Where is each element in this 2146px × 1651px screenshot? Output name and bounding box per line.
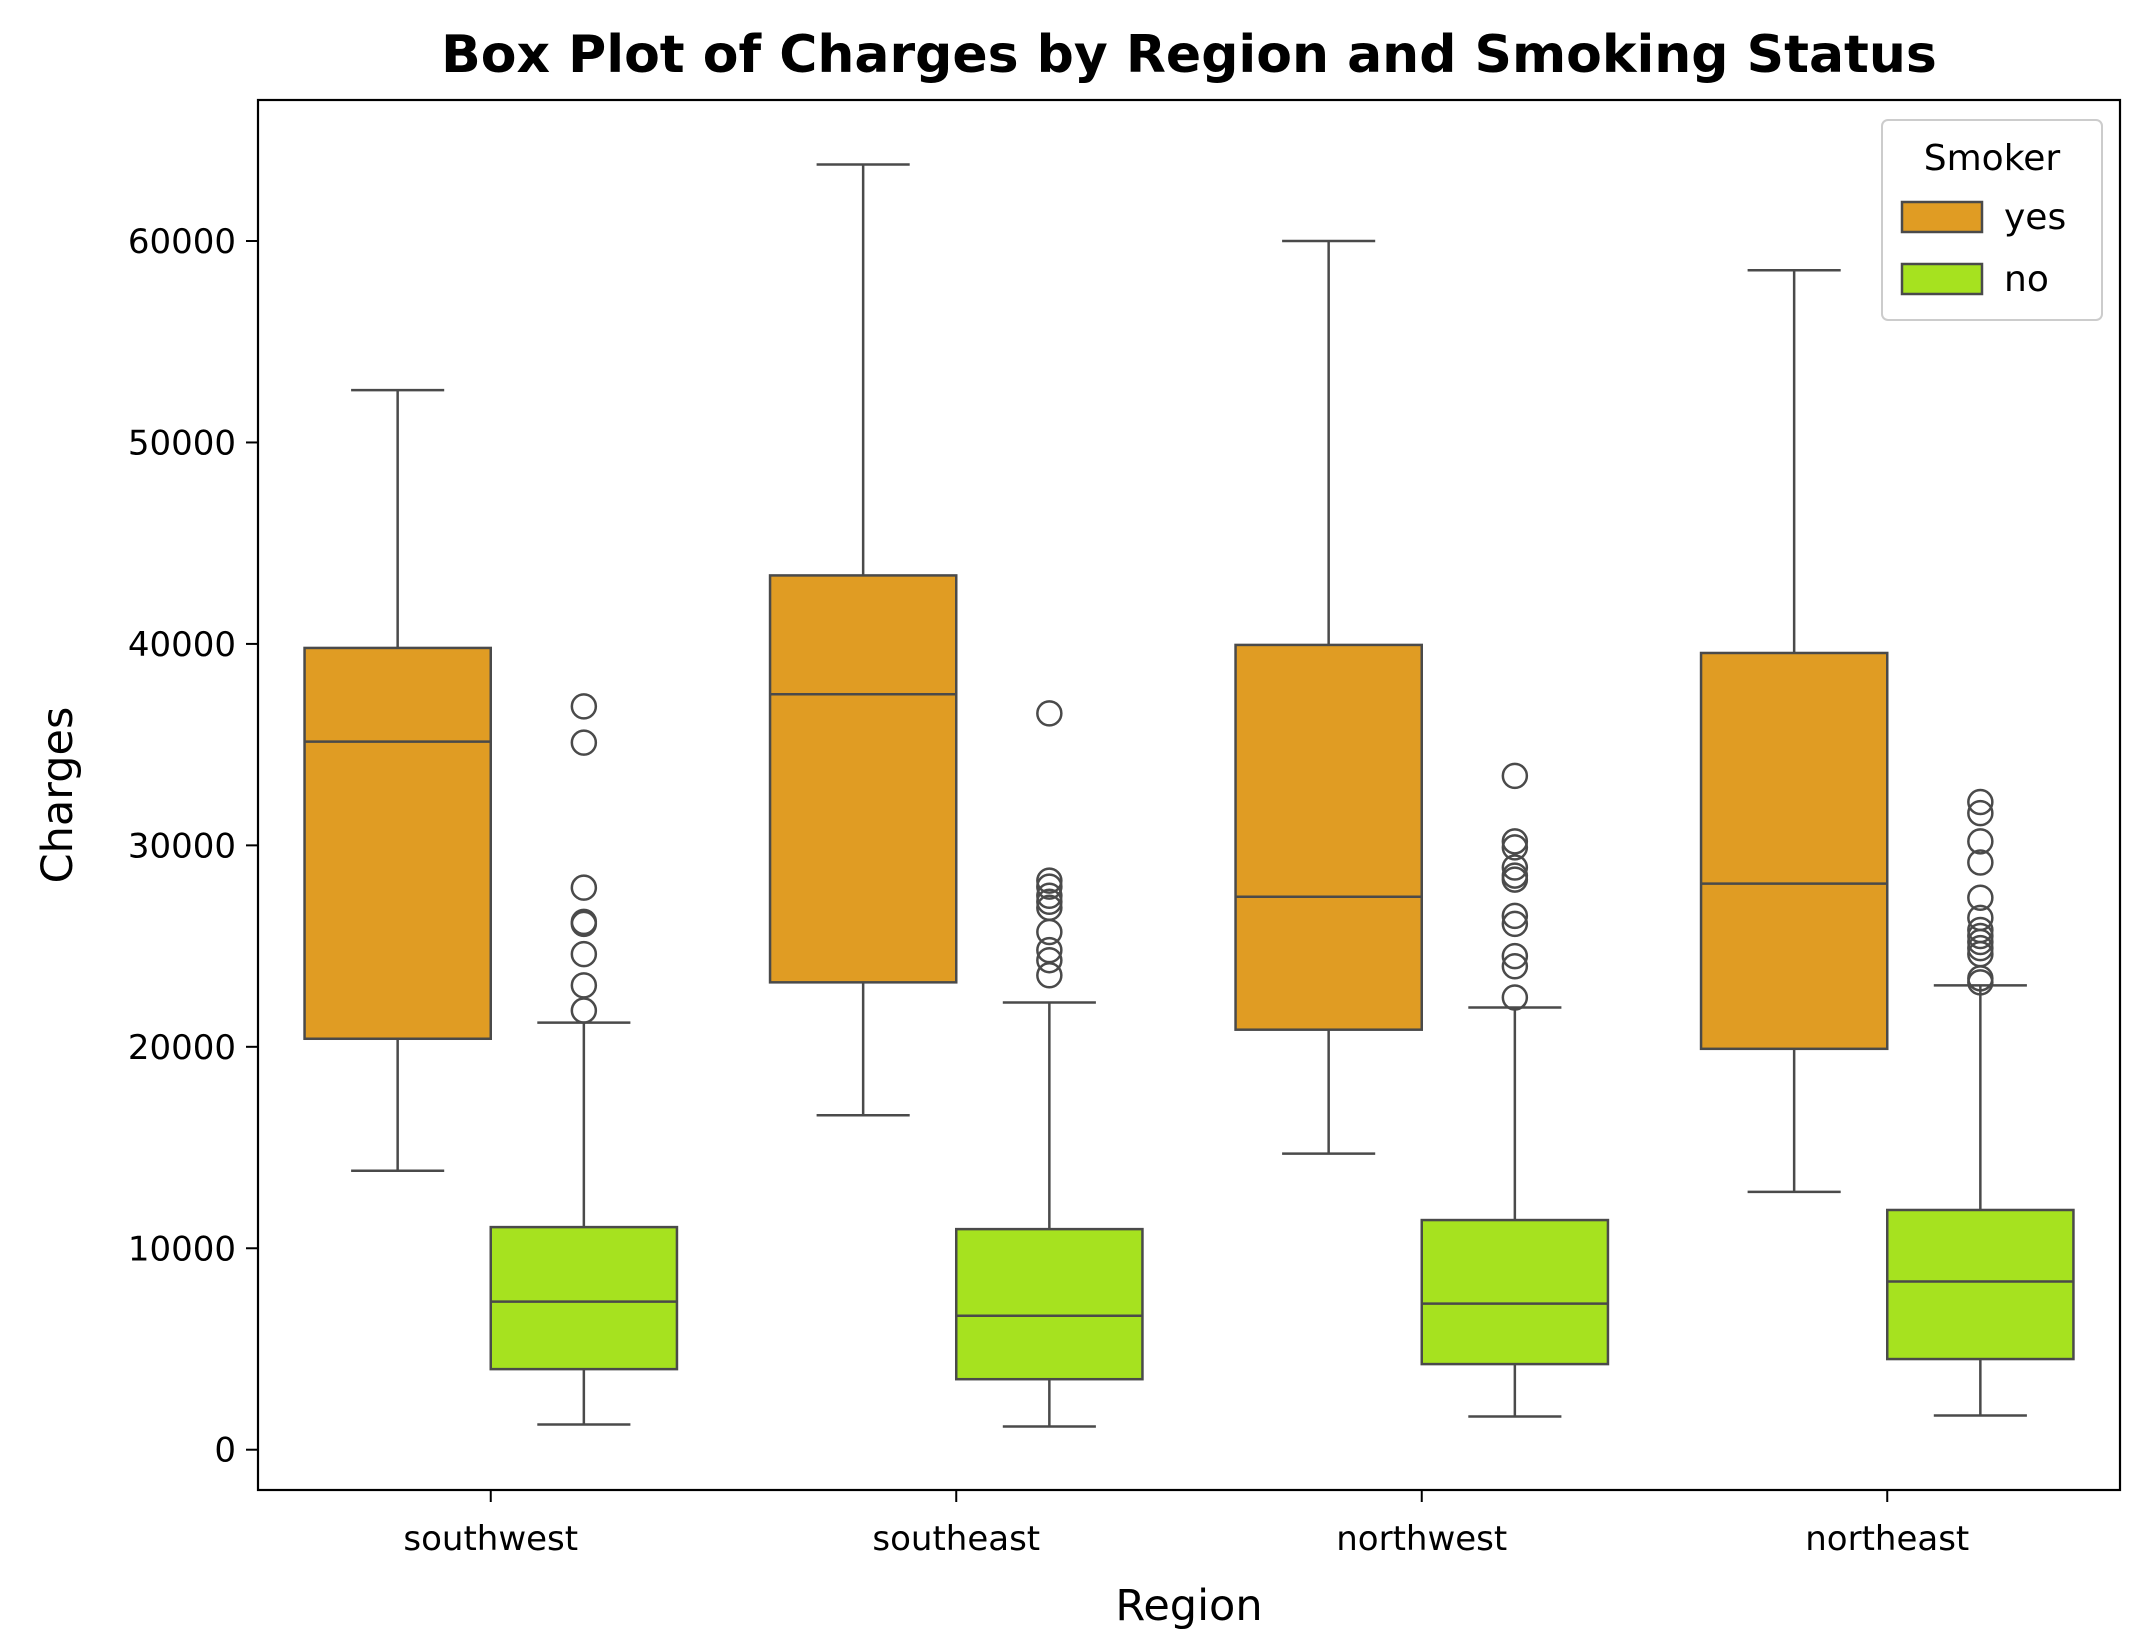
legend-swatch-yes bbox=[1900, 200, 1984, 234]
outlier-point bbox=[1036, 700, 1063, 727]
legend-label-no: no bbox=[2004, 259, 2049, 300]
legend-title: Smoker bbox=[1924, 138, 2061, 179]
box-yes-northeast bbox=[1699, 651, 1889, 1051]
outlier-point bbox=[1967, 828, 1994, 855]
outlier-point bbox=[1036, 873, 1063, 900]
outlier-point bbox=[1501, 902, 1529, 930]
y-tick-label: 40000 bbox=[128, 625, 236, 665]
box-yes-southwest bbox=[303, 646, 492, 1041]
x-tick-label: southwest bbox=[403, 1519, 578, 1559]
outlier-point bbox=[570, 972, 598, 999]
y-tick-label: 10000 bbox=[128, 1229, 236, 1269]
outlier-point bbox=[1967, 922, 1994, 950]
outlier-point bbox=[1501, 762, 1529, 790]
box-yes-southeast bbox=[768, 574, 958, 984]
outlier-point bbox=[570, 693, 598, 720]
outlier-point bbox=[1501, 942, 1529, 970]
outlier-point bbox=[1501, 834, 1529, 861]
legend-label-yes: yes bbox=[2004, 197, 2066, 238]
y-tick-label: 0 bbox=[214, 1431, 236, 1471]
outlier-point bbox=[1967, 849, 1994, 876]
chart-title: Box Plot of Charges by Region and Smokin… bbox=[441, 25, 1937, 85]
box-no-northeast bbox=[1886, 1208, 2075, 1361]
x-axis-title: Region bbox=[1115, 1581, 1262, 1631]
outlier-point bbox=[1967, 884, 1994, 911]
box-no-southeast bbox=[955, 1227, 1144, 1381]
outlier-point bbox=[1501, 828, 1529, 855]
y-tick-label: 20000 bbox=[128, 1028, 236, 1068]
outlier-point bbox=[570, 908, 598, 936]
outlier-point bbox=[1036, 882, 1063, 909]
outlier-point bbox=[1501, 854, 1529, 881]
outlier-point bbox=[570, 997, 598, 1024]
outlier-point bbox=[1967, 934, 1994, 962]
box-no-northwest bbox=[1420, 1218, 1610, 1366]
box-yes-northwest bbox=[1234, 643, 1424, 1031]
y-tick-label: 50000 bbox=[128, 423, 236, 463]
x-tick-label: southeast bbox=[872, 1519, 1040, 1559]
y-tick-label: 60000 bbox=[128, 222, 236, 262]
outlier-point bbox=[1036, 867, 1063, 894]
legend-swatch-no bbox=[1900, 262, 1984, 296]
outlier-point bbox=[1036, 894, 1063, 922]
outlier-point bbox=[1036, 946, 1063, 974]
outlier-point bbox=[570, 940, 598, 968]
outlier-point bbox=[1036, 888, 1063, 916]
outlier-point bbox=[1501, 910, 1529, 938]
y-axis-title: Charges bbox=[33, 707, 83, 884]
outlier-point bbox=[1501, 952, 1529, 980]
y-tick-label: 30000 bbox=[128, 826, 236, 866]
outlier-point bbox=[1501, 984, 1529, 1011]
outlier-point bbox=[1967, 788, 1994, 816]
box-no-southwest bbox=[489, 1225, 679, 1371]
plot-frame bbox=[256, 98, 2122, 1492]
outlier-point bbox=[1967, 799, 1994, 827]
outlier-point bbox=[1501, 862, 1529, 889]
x-tick-label: northwest bbox=[1336, 1519, 1507, 1559]
outlier-point bbox=[570, 729, 598, 756]
outlier-point bbox=[570, 874, 598, 901]
outlier-point bbox=[1967, 916, 1994, 944]
outlier-point bbox=[1967, 904, 1994, 932]
outlier-point bbox=[1036, 936, 1063, 964]
x-tick-label: northeast bbox=[1805, 1519, 1969, 1559]
outlier-point bbox=[570, 910, 598, 938]
outlier-point bbox=[1036, 918, 1063, 946]
